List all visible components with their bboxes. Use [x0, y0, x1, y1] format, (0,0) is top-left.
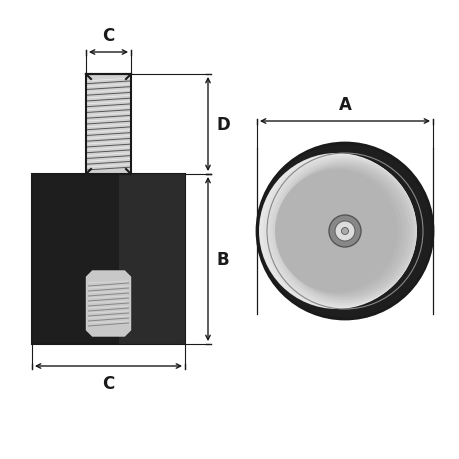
Ellipse shape [269, 158, 416, 305]
Ellipse shape [266, 157, 416, 306]
Text: C: C [102, 27, 114, 45]
Ellipse shape [257, 144, 432, 319]
Ellipse shape [263, 155, 415, 308]
Ellipse shape [272, 160, 415, 303]
Ellipse shape [274, 161, 414, 302]
Ellipse shape [341, 228, 348, 235]
Ellipse shape [276, 164, 411, 299]
Ellipse shape [276, 167, 405, 296]
Ellipse shape [277, 166, 409, 297]
Text: B: B [216, 251, 228, 269]
Text: C: C [102, 374, 114, 392]
Ellipse shape [276, 168, 402, 294]
Ellipse shape [328, 216, 360, 247]
Polygon shape [86, 75, 131, 174]
Ellipse shape [275, 162, 413, 300]
Polygon shape [32, 174, 185, 344]
Text: A: A [338, 96, 351, 114]
Ellipse shape [334, 222, 354, 241]
Ellipse shape [274, 170, 397, 293]
Polygon shape [118, 174, 185, 344]
Ellipse shape [258, 154, 414, 309]
Polygon shape [86, 271, 130, 336]
Text: D: D [216, 116, 229, 134]
